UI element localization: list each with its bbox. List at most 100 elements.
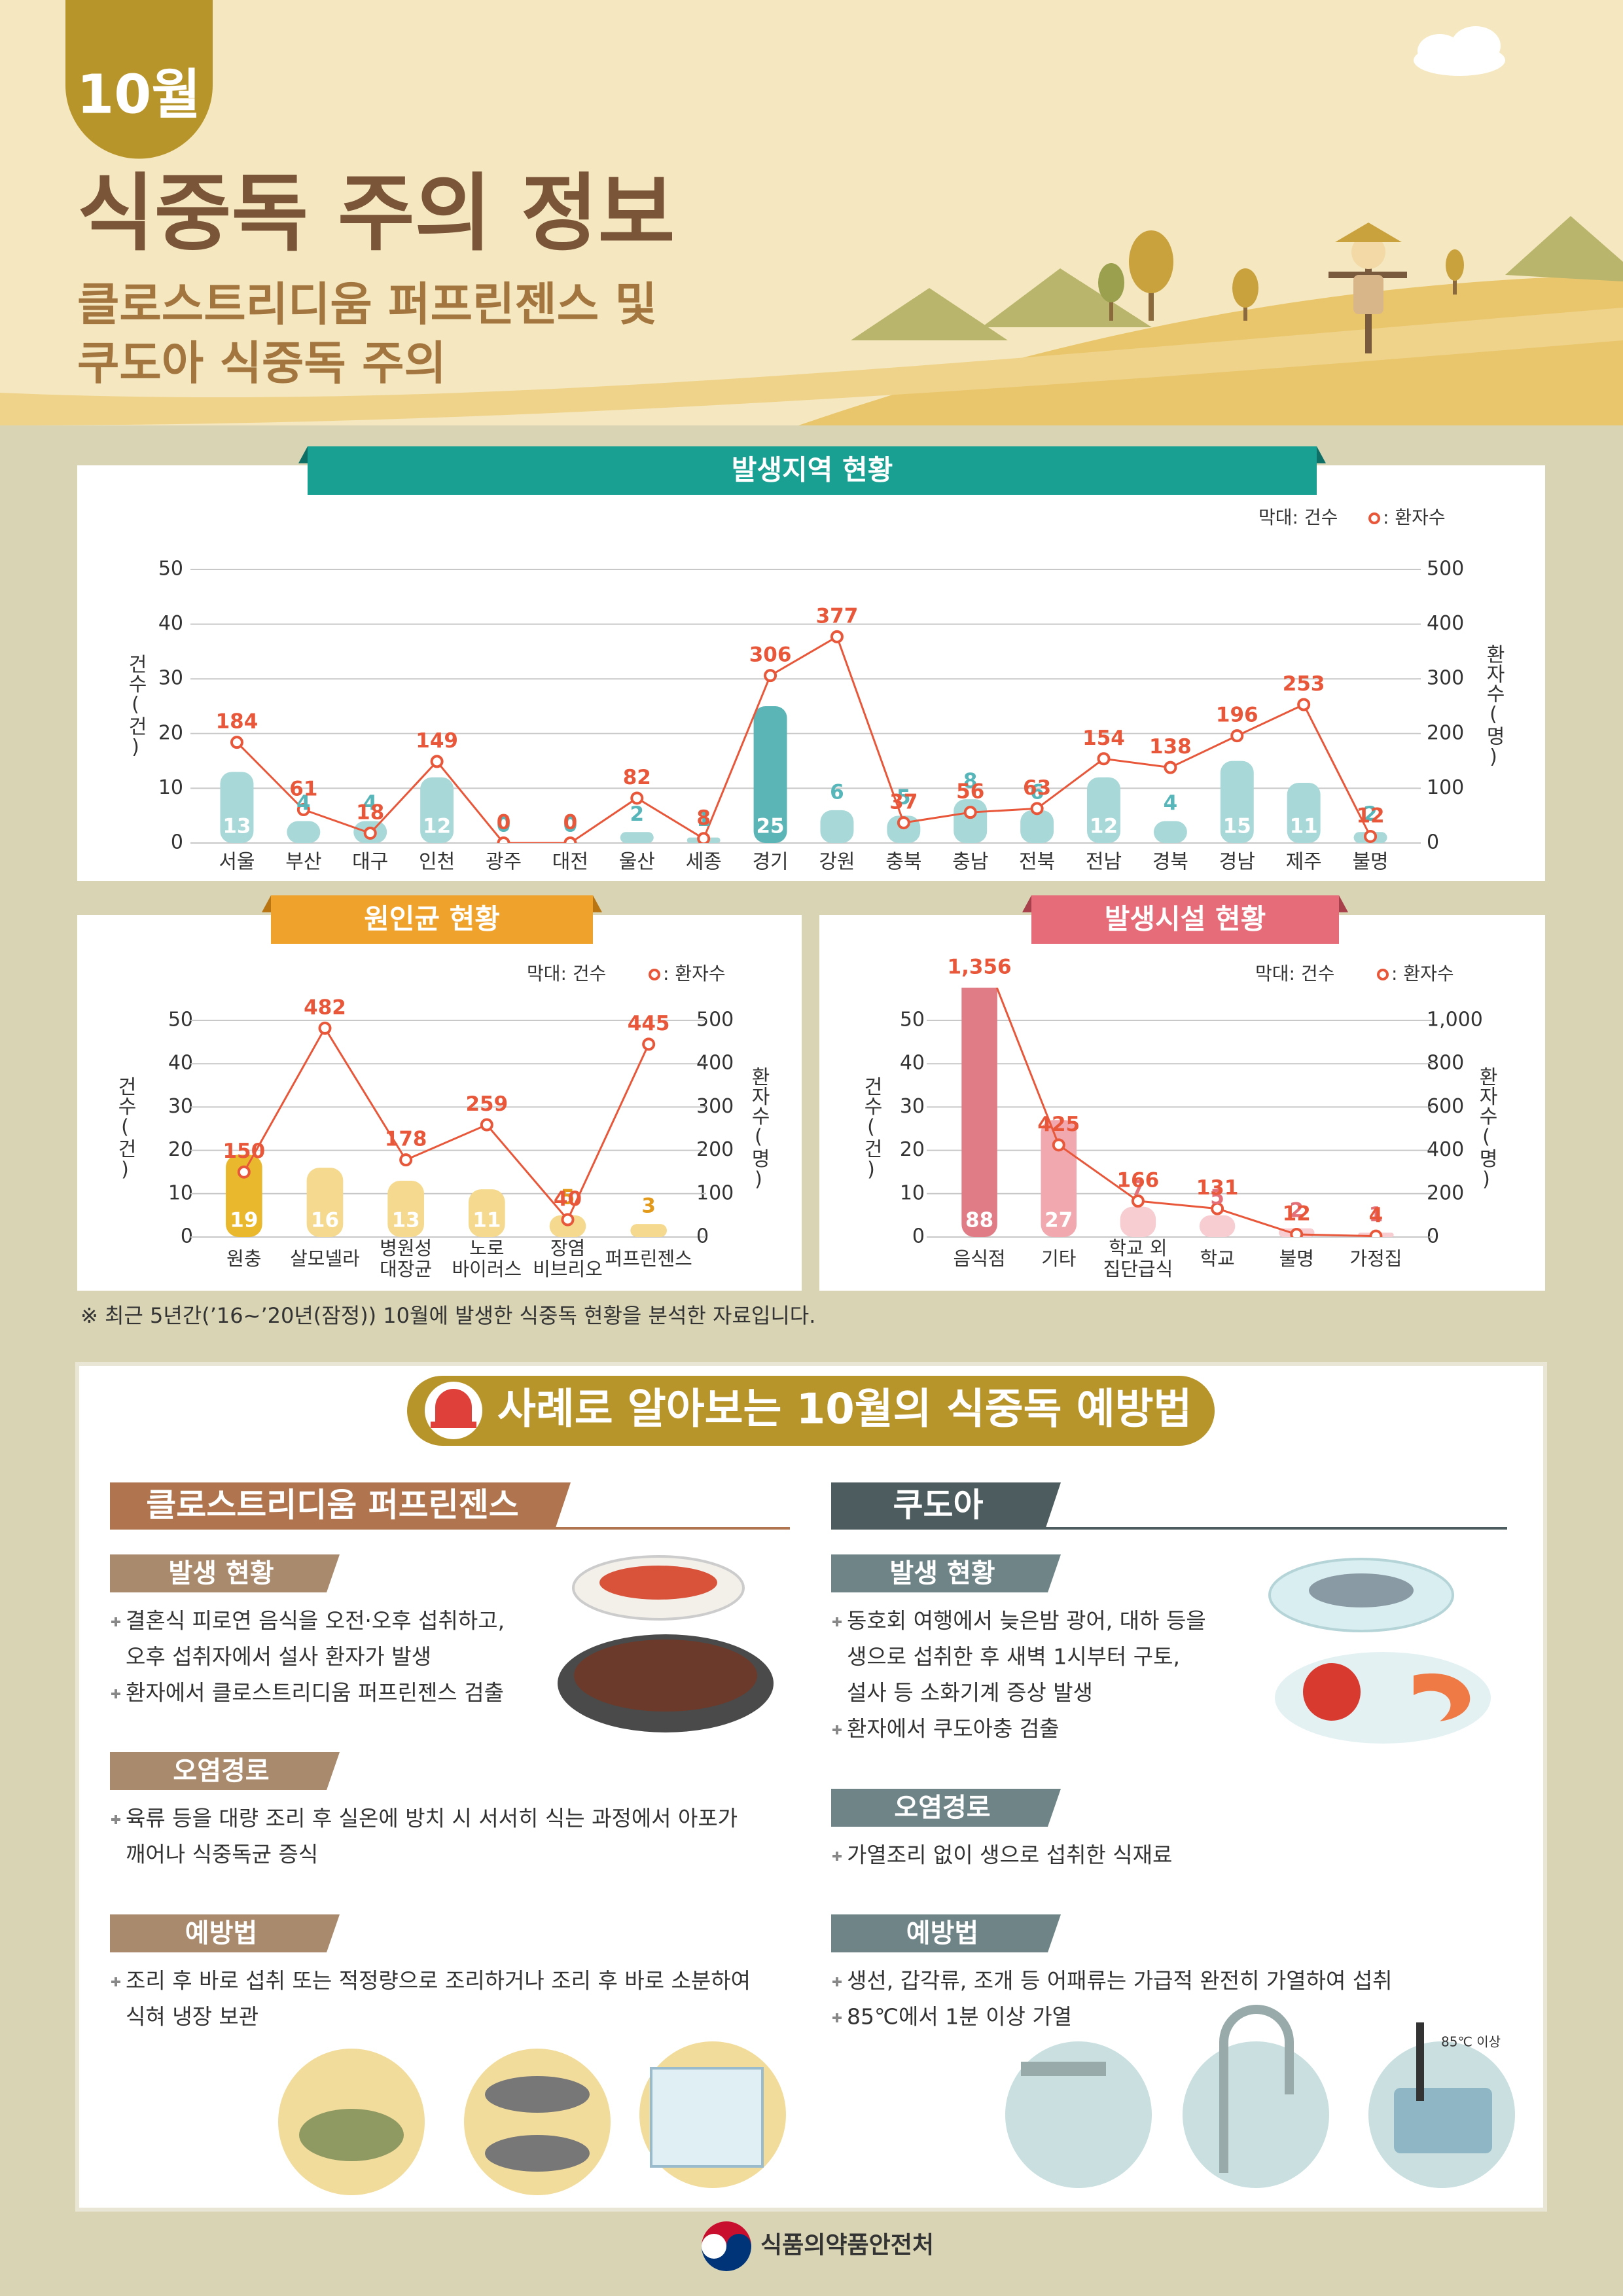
section-heading: 발생 현황: [168, 1558, 274, 1588]
x-tick-label: 장염: [550, 1237, 585, 1259]
count-value-label: 6: [1030, 780, 1044, 804]
prevention-title: 사례로 알아보는 10월의 식중독 예방법: [497, 1386, 1192, 1434]
siren-light: [435, 1389, 472, 1422]
count-value-label: 4: [1164, 791, 1178, 815]
patients-marker: [561, 1213, 575, 1227]
section-text: 조리 후 바로 섭취 또는 적정량으로 조리하거나 조리 후 바로 소분하여: [126, 1968, 751, 1994]
count-value-label: 5: [1210, 1185, 1224, 1209]
patients-value-label: 154: [1082, 726, 1125, 750]
bar: [287, 821, 321, 843]
y-tick-label: 50: [158, 558, 183, 581]
x-tick-label: 비브리오: [533, 1258, 603, 1280]
chart-title: 원인균 현황: [364, 903, 500, 935]
patients-marker: [430, 755, 444, 768]
patients-marker: [237, 1165, 251, 1179]
clouds: [1414, 26, 1505, 76]
x-tick-label: 학교 외: [1109, 1237, 1167, 1259]
legend-label: 막대: 건수: [1258, 507, 1338, 528]
legend-label: : 환자수: [1383, 507, 1446, 528]
y2-tick-label: 800: [1427, 1052, 1464, 1075]
y2-tick-label: 0: [1427, 831, 1439, 854]
patients-marker: [1290, 1228, 1304, 1237]
y-tick-label: 20: [158, 721, 183, 744]
y-tick-label: 0: [171, 831, 183, 854]
bar: [220, 772, 254, 843]
legend-label: : 환자수: [1391, 963, 1454, 984]
count-value-label: 13: [392, 1209, 420, 1232]
case-name: 클로스트리디움 퍼프린젠스: [146, 1486, 518, 1524]
bar: [1287, 783, 1321, 843]
patients-value-label: 12: [1356, 804, 1384, 827]
count-value-label: 12: [1090, 815, 1118, 838]
patients-marker: [1211, 1202, 1224, 1215]
x-tick-label: 충북: [885, 851, 921, 874]
section-text: 육류 등을 대량 조리 후 실온에 방치 시 서서히 식는 과정에서 아포가: [126, 1806, 738, 1831]
y-axis-title: 건수(건): [860, 1077, 883, 1181]
bar: [469, 1189, 505, 1237]
patients-value-label: 149: [416, 729, 458, 753]
x-tick-label: 병원성: [380, 1237, 432, 1259]
patients-marker: [697, 832, 711, 843]
y2-tick-label: 200: [1427, 1181, 1464, 1204]
y-tick-label: 40: [900, 1052, 925, 1075]
bar: [820, 810, 854, 843]
patients-value-label: 0: [563, 811, 578, 834]
count-value-label: 5: [561, 1185, 575, 1209]
count-value-label: 11: [1290, 815, 1318, 838]
count-value-label: 25: [756, 815, 784, 838]
section-text: 생선, 갑각류, 조개 등 어패류는 가급적 완전히 가열하여 섭취: [847, 1968, 1393, 1994]
x-tick-label: 집단급식: [1103, 1258, 1173, 1280]
count-value-label: 0: [497, 814, 511, 837]
patients-value-label: 150: [223, 1139, 265, 1163]
y-axis-title: 건수(건): [124, 654, 147, 759]
patients-line: [995, 988, 1376, 1237]
y2-tick-label: 0: [1427, 1225, 1439, 1248]
bar: [1041, 1120, 1077, 1237]
patients-value-label: 12: [1283, 1202, 1311, 1226]
section-text: 환자에서 클로스트리디움 퍼프린젠스 검출: [126, 1680, 504, 1706]
patients-value-label: 138: [1149, 735, 1192, 759]
section-text: 가열조리 없이 생으로 섭취한 식재료: [847, 1842, 1172, 1868]
patients-value-label: 37: [889, 791, 918, 814]
count-value-label: 11: [473, 1209, 501, 1232]
patients-value-label: 131: [1196, 1176, 1239, 1200]
patients-line: [236, 635, 1372, 843]
patients-marker: [318, 1021, 332, 1035]
count-value-label: 1: [1369, 1203, 1383, 1227]
section-text: 생으로 섭취한 후 새벽 1시부터 구토,: [847, 1644, 1180, 1670]
count-value-label: 8: [963, 770, 978, 793]
bar: [887, 816, 921, 843]
bar: [630, 1224, 667, 1237]
patients-value-label: 184: [216, 710, 259, 734]
x-tick-label: 경남: [1219, 851, 1255, 874]
patients-value-label: 377: [816, 604, 859, 628]
patients-marker: [630, 791, 644, 805]
patients-value-label: 4: [1369, 1204, 1383, 1227]
patients-marker: [230, 736, 243, 749]
section-text: 동호회 여행에서 늦은밤 광어, 대하 등을: [847, 1608, 1206, 1634]
patients-value-label: 18: [356, 800, 384, 824]
patients-line: [243, 1026, 650, 1222]
y-tick-label: 10: [158, 776, 183, 799]
plot-area: [220, 630, 1387, 843]
patients-value-label: 166: [1117, 1169, 1160, 1193]
count-value-label: 16: [311, 1209, 339, 1232]
chart-title: 발생시설 현황: [1105, 903, 1266, 935]
chart-title-tab: [1031, 895, 1339, 944]
x-tick-label: 광주: [486, 851, 522, 874]
legend-marker: [649, 969, 660, 980]
patients-value-label: 8: [696, 806, 711, 830]
bullet-plus-v: [115, 1689, 117, 1698]
x-tick-label: 울산: [619, 851, 655, 874]
y2-tick-label: 400: [696, 1052, 734, 1075]
x-tick-label: 기타: [1041, 1247, 1076, 1270]
patients-marker: [642, 1037, 656, 1051]
count-value-label: 12: [423, 815, 451, 838]
x-tick-label: 경기: [752, 851, 788, 874]
count-value-label: 0: [563, 814, 578, 837]
bar: [1120, 1206, 1156, 1237]
thermometer-label: 85℃ 이상: [1441, 2034, 1501, 2050]
y-tick-label: 20: [168, 1138, 193, 1161]
x-tick-label: 살모넬라: [290, 1247, 360, 1270]
chart-title-tab: [271, 895, 593, 944]
